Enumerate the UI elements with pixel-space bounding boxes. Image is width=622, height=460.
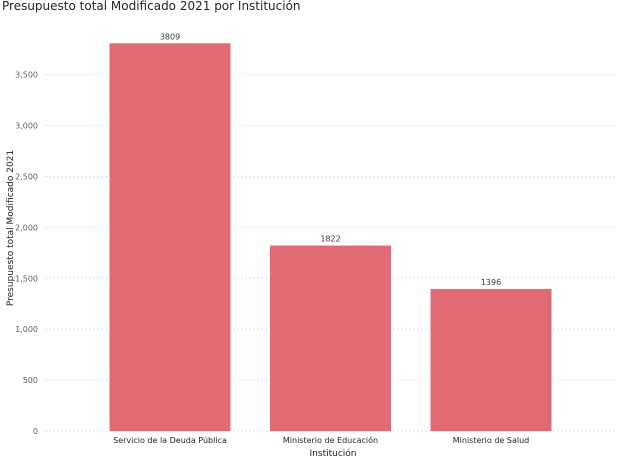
- y-tick-label: 0: [33, 427, 38, 436]
- y-tick-label: 2,000: [15, 223, 38, 232]
- data-label: 1822: [320, 235, 340, 244]
- y-tick-label: 2,500: [15, 173, 38, 182]
- bars: [109, 43, 552, 431]
- bar[interactable]: [430, 288, 552, 431]
- chart-title: Presupuesto total Modificado 2021 por In…: [2, 0, 301, 13]
- y-tick-label: 1,500: [15, 274, 38, 283]
- x-axis-title: Institución: [310, 448, 357, 459]
- y-tick-label: 3,000: [15, 122, 38, 131]
- x-axis-categories: Servicio de la Deuda Pública Ministerio d…: [113, 435, 529, 445]
- y-axis-title: Presupuesto total Modificado 2021: [6, 150, 16, 306]
- data-labels: 3809 1822 1396: [160, 32, 501, 287]
- data-label: 1396: [481, 278, 501, 287]
- x-category-label: Ministerio de Educación: [283, 435, 378, 445]
- x-category-label: Servicio de la Deuda Pública: [113, 436, 227, 445]
- y-axis-ticks: 0 500 1,000 1,500 2,000 2,500 3,000 3,500: [15, 71, 38, 436]
- y-tick-label: 3,500: [15, 71, 38, 80]
- bar[interactable]: [109, 43, 231, 431]
- data-label: 3809: [160, 32, 180, 41]
- y-tick-label: 1,000: [15, 325, 38, 334]
- y-tick-label: 500: [23, 376, 38, 385]
- bar[interactable]: [270, 245, 391, 431]
- x-category-label: Ministerio de Salud: [453, 436, 530, 445]
